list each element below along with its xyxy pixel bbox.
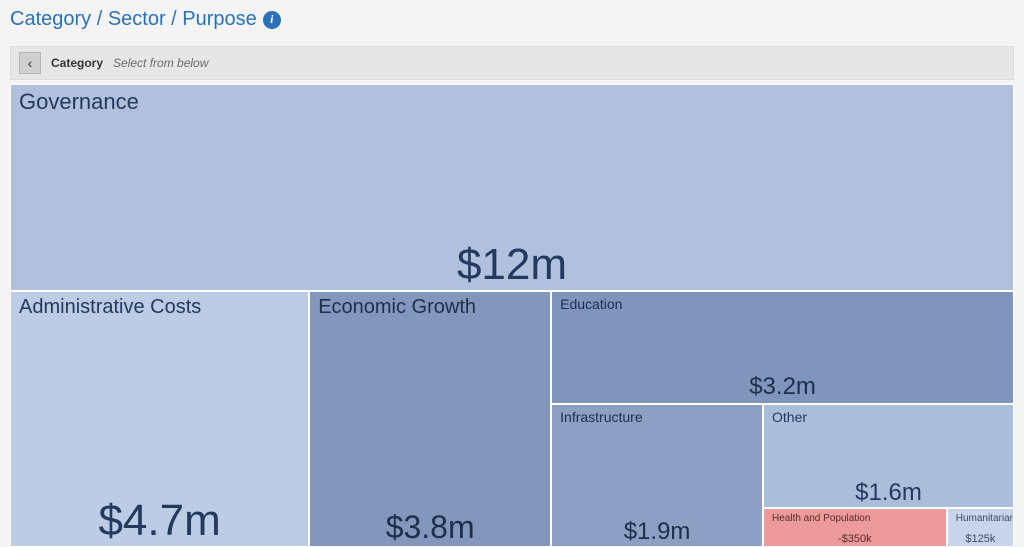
treemap-tile-health-population[interactable]: Health and Population -$350k <box>763 508 947 547</box>
tile-label: Infrastructure <box>560 409 642 425</box>
treemap-tile-humanitarian[interactable]: Humanitarian $125k <box>947 508 1014 547</box>
page-title-text: Category / Sector / Purpose <box>10 8 257 31</box>
tile-label: Governance <box>19 89 139 115</box>
tile-value: $1.9m <box>552 518 762 546</box>
treemap-tile-other[interactable]: Other $1.6m <box>763 404 1014 508</box>
tile-label: Administrative Costs <box>19 296 201 319</box>
treemap-tile-governance[interactable]: Governance $12m <box>10 84 1014 291</box>
tile-label: Other <box>772 409 807 425</box>
tile-value: $125k <box>948 533 1013 545</box>
info-icon[interactable]: i <box>263 11 281 29</box>
page-title: Category / Sector / Purpose i <box>10 8 281 31</box>
page-root: Category / Sector / Purpose i ‹ Category… <box>0 0 1024 547</box>
treemap-tile-economic-growth[interactable]: Economic Growth $3.8m <box>309 291 551 547</box>
back-button[interactable]: ‹ <box>19 52 41 74</box>
tile-value: -$350k <box>764 533 946 545</box>
tile-value: $4.7m <box>11 496 308 546</box>
treemap-chart: Governance$12mAdministrative Costs$4.7mE… <box>10 84 1014 547</box>
chevron-left-icon: ‹ <box>28 55 33 71</box>
tile-label: Humanitarian <box>956 513 1014 524</box>
breadcrumb-hint: Select from below <box>113 56 208 70</box>
title-bar: Category / Sector / Purpose i <box>0 0 1024 40</box>
tile-value: $3.2m <box>552 373 1013 401</box>
treemap-tile-education[interactable]: Education $3.2m <box>551 291 1014 404</box>
breadcrumb-level: Category <box>51 56 103 70</box>
tile-value: $3.8m <box>310 509 550 546</box>
tile-value: $1.6m <box>764 479 1013 507</box>
tile-label: Economic Growth <box>318 296 476 319</box>
treemap-tile-infrastructure[interactable]: Infrastructure $1.9m <box>551 404 763 547</box>
treemap-tile-admin-costs[interactable]: Administrative Costs $4.7m <box>10 291 309 547</box>
breadcrumb-bar: ‹ Category Select from below <box>10 46 1014 80</box>
tile-label: Education <box>560 296 622 312</box>
tile-label: Health and Population <box>772 513 870 524</box>
tile-value: $12m <box>11 240 1013 290</box>
